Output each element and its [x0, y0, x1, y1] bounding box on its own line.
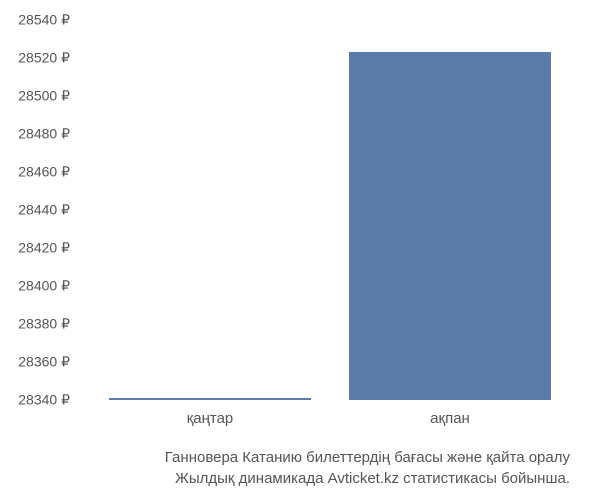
chart-container: 28340 ₽ 28360 ₽ 28380 ₽ 28400 ₽ 28420 ₽ 28440… [0, 0, 600, 500]
caption-line-1: Ганновера Катанию билеттердің бағасы жән… [30, 447, 570, 468]
y-axis: 28340 ₽28360 ₽28380 ₽28400 ₽28420 ₽28440… [0, 20, 80, 400]
y-tick: 28360 ₽ [18, 354, 70, 371]
x-label: ақпан [349, 410, 551, 427]
y-tick: 28540 ₽ [18, 12, 70, 29]
bar [109, 398, 311, 400]
bar [349, 52, 551, 400]
caption: Ганновера Катанию билеттердің бағасы жән… [30, 447, 570, 489]
x-label: қаңтар [109, 410, 311, 427]
bars-area [90, 20, 570, 400]
y-tick: 28460 ₽ [18, 164, 70, 181]
y-tick: 28340 ₽ [18, 392, 70, 409]
x-axis: қаңтар ақпан [90, 410, 570, 427]
caption-line-2: Жылдық динамикада Avticket.kz статистика… [30, 468, 570, 489]
y-tick: 28400 ₽ [18, 278, 70, 295]
y-tick: 28440 ₽ [18, 202, 70, 219]
y-tick: 28380 ₽ [18, 316, 70, 333]
y-tick: 28480 ₽ [18, 126, 70, 143]
y-tick: 28520 ₽ [18, 50, 70, 67]
y-tick: 28500 ₽ [18, 88, 70, 105]
plot-area [90, 20, 570, 400]
y-tick: 28420 ₽ [18, 240, 70, 257]
